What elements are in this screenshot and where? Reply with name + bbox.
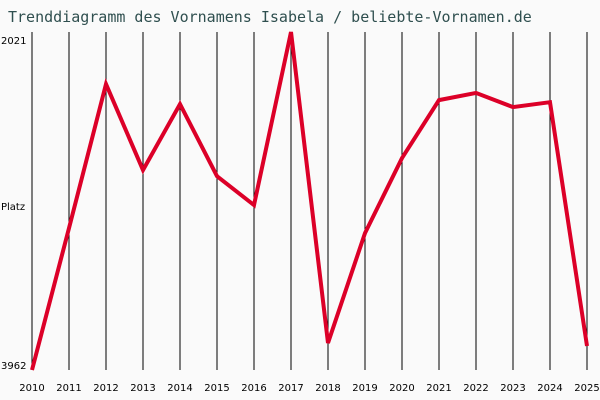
x-axis-tick-label: 2023 <box>500 383 525 394</box>
x-axis-tick-label: 2017 <box>278 383 303 394</box>
x-axis-tick-label: 2022 <box>463 383 488 394</box>
x-axis-tick-label: 2014 <box>167 383 192 394</box>
y-axis-title: Platz <box>1 202 26 213</box>
x-axis-tick-label: 2024 <box>537 383 562 394</box>
x-axis-tick-label: 2021 <box>426 383 451 394</box>
x-axis-tick-label: 2019 <box>352 383 377 394</box>
x-axis-tick-label: 2011 <box>56 383 81 394</box>
chart-title: Trenddiagramm des Vornamens Isabela / be… <box>8 8 532 26</box>
y-axis-bottom-label: 3962 <box>1 361 27 372</box>
x-axis-tick-label: 2025 <box>574 383 599 394</box>
x-axis-tick-label: 2015 <box>204 383 229 394</box>
x-axis-tick-label: 2013 <box>130 383 155 394</box>
x-axis-tick-label: 2016 <box>241 383 266 394</box>
trend-line <box>30 31 589 371</box>
x-axis-tick-label: 2010 <box>19 383 44 394</box>
x-axis-tick-label: 2018 <box>315 383 340 394</box>
x-axis-tick-label: 2012 <box>93 383 118 394</box>
y-axis-top-label: 2021 <box>1 36 27 47</box>
x-axis-tick-label: 2020 <box>389 383 414 394</box>
